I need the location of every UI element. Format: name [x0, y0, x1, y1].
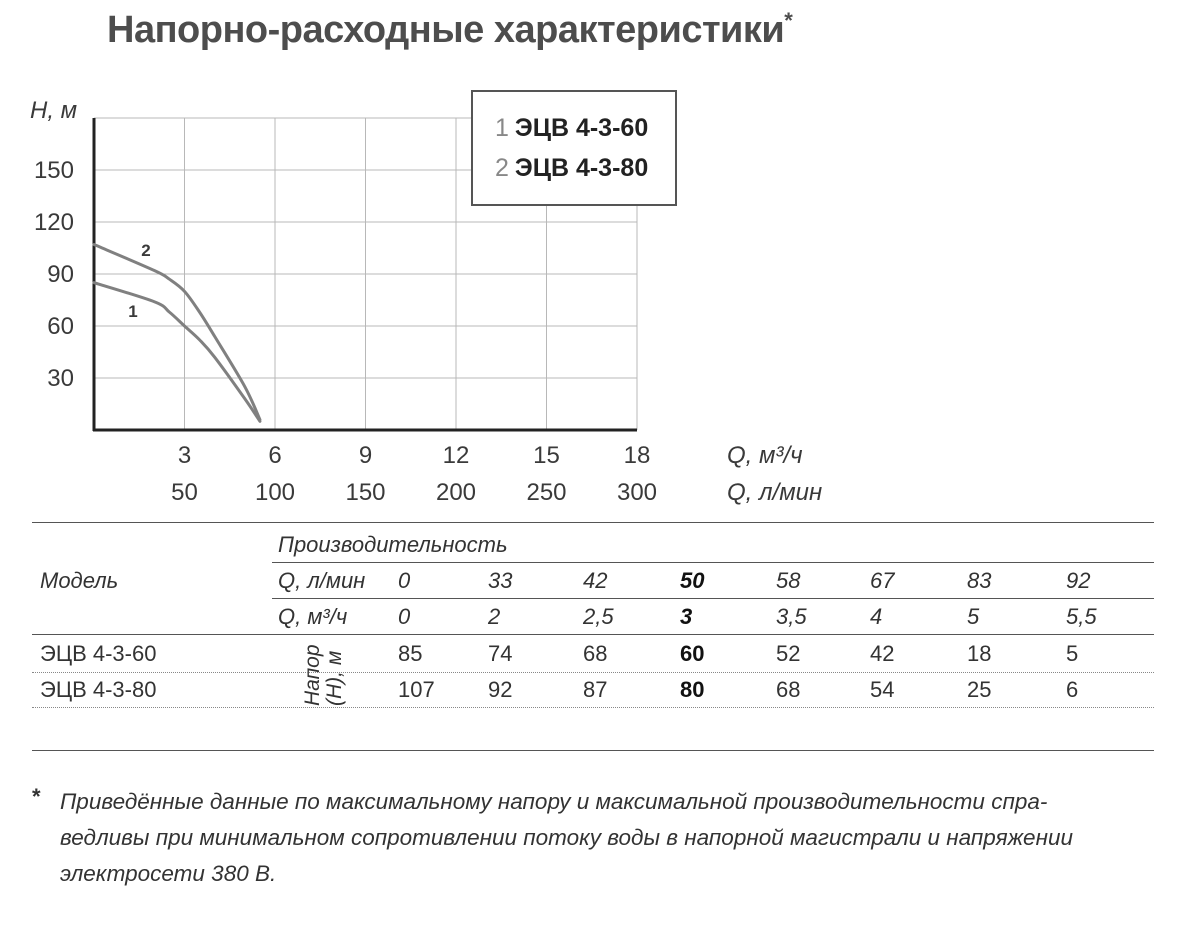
table-cell: 83 [967, 568, 992, 593]
table-cell: 5 [1066, 641, 1079, 666]
x-tick-label-lmin: 150 [345, 479, 385, 506]
q-m3h-label: Q, м³/ч [278, 604, 348, 629]
table-cell: 3 [680, 604, 693, 629]
legend-label: ЭЦВ 4-3-60 [514, 114, 649, 142]
y-tick-label: 60 [47, 313, 74, 340]
table-row-model: ЭЦВ 4-3-80 [40, 677, 157, 702]
head-label-line1: Напор [301, 644, 324, 706]
table-row-model: ЭЦВ 4-3-60 [40, 641, 157, 666]
table-cell: 0 [398, 604, 411, 629]
series-line-2 [92, 243, 262, 422]
table-cell: 54 [870, 677, 895, 702]
table-cell: 85 [398, 641, 423, 666]
table-cell: 3,5 [776, 604, 807, 629]
table-cell: 67 [870, 568, 895, 593]
table-cell: 5,5 [1066, 604, 1097, 629]
x-tick-label-m3h: 18 [624, 442, 651, 469]
legend-item-2: 2 ЭЦВ 4-3-80 [495, 154, 648, 183]
y-tick-label: 120 [34, 209, 74, 236]
performance-header: Производительность [278, 532, 508, 557]
table-cell: 92 [1066, 568, 1091, 593]
table-cell: 52 [776, 641, 801, 666]
y-tick-label: 150 [34, 157, 74, 184]
table-cell: 42 [583, 568, 608, 593]
q-lmin-rule [272, 598, 1154, 599]
x-tick-label-m3h: 9 [359, 442, 372, 469]
table-cell: 92 [488, 677, 513, 702]
series-label-1: 1 [128, 302, 137, 321]
q-lmin-label: Q, л/мин [278, 568, 366, 593]
table-cell: 58 [776, 568, 801, 593]
table-cell: 4 [870, 604, 883, 629]
y-tick-label: 30 [47, 365, 74, 392]
legend-number: 2 [495, 154, 509, 182]
x-axis-label-lmin: Q, л/мин [727, 479, 822, 506]
x-tick-label-m3h: 6 [268, 442, 281, 469]
header-bottom-rule [32, 634, 1154, 635]
y-axis-label: H, м [30, 97, 77, 124]
perf-header-rule [272, 562, 1154, 563]
table-top-rule [32, 522, 1154, 523]
series-line-1 [92, 281, 262, 423]
table-cell: 0 [398, 568, 411, 593]
table-cell: 5 [967, 604, 980, 629]
footnote-line: Приведённые данные по максимальному напо… [60, 789, 1048, 814]
footnote-mark: * [32, 784, 41, 809]
x-tick-label-lmin: 200 [436, 479, 476, 506]
series-label-2: 2 [141, 241, 150, 260]
x-tick-label-lmin: 100 [255, 479, 295, 506]
x-tick-label-m3h: 12 [443, 442, 470, 469]
table-cell: 2 [488, 604, 501, 629]
table-cell: 33 [488, 568, 513, 593]
table-cell: 6 [1066, 677, 1079, 702]
footnote-line: электросети 380 В. [60, 861, 277, 886]
table-bottom-rule [32, 750, 1154, 751]
table-cell: 50 [680, 568, 705, 593]
x-tick-label-lmin: 250 [526, 479, 566, 506]
table-cell: 80 [680, 677, 705, 702]
table-cell: 68 [776, 677, 801, 702]
x-tick-label-lmin: 50 [171, 479, 198, 506]
table-cell: 60 [680, 641, 705, 666]
table-cell: 87 [583, 677, 608, 702]
table-cell: 2,5 [583, 604, 614, 629]
x-axis-label-m3h: Q, м³/ч [727, 442, 803, 469]
x-tick-label-m3h: 15 [533, 442, 560, 469]
page-title: Напорно-расходные характеристики* [107, 8, 793, 51]
table-cell: 25 [967, 677, 992, 702]
legend-number: 1 [495, 114, 509, 142]
legend-label: ЭЦВ 4-3-80 [514, 154, 649, 182]
title-footnote-mark: * [784, 8, 793, 33]
y-tick-label: 90 [47, 261, 74, 288]
legend-item-1: 1 ЭЦВ 4-3-60 [495, 114, 648, 143]
table-cell: 18 [967, 641, 992, 666]
chart-legend: 1 ЭЦВ 4-3-60 2 ЭЦВ 4-3-80 [471, 90, 677, 206]
row-separator [32, 672, 1154, 673]
model-header: Модель [40, 568, 119, 593]
x-tick-label-m3h: 3 [178, 442, 191, 469]
head-label-line2: (H), м [323, 650, 346, 706]
row-separator [32, 707, 1154, 708]
table-cell: 42 [870, 641, 895, 666]
x-tick-label-lmin: 300 [617, 479, 657, 506]
footnote-text: Приведённые данные по максимальному напо… [60, 784, 1160, 892]
table-cell: 107 [398, 677, 435, 702]
table-cell: 74 [488, 641, 513, 666]
table-cell: 68 [583, 641, 608, 666]
footnote-line: ведливы при минимальном сопротивлении по… [60, 825, 1073, 850]
